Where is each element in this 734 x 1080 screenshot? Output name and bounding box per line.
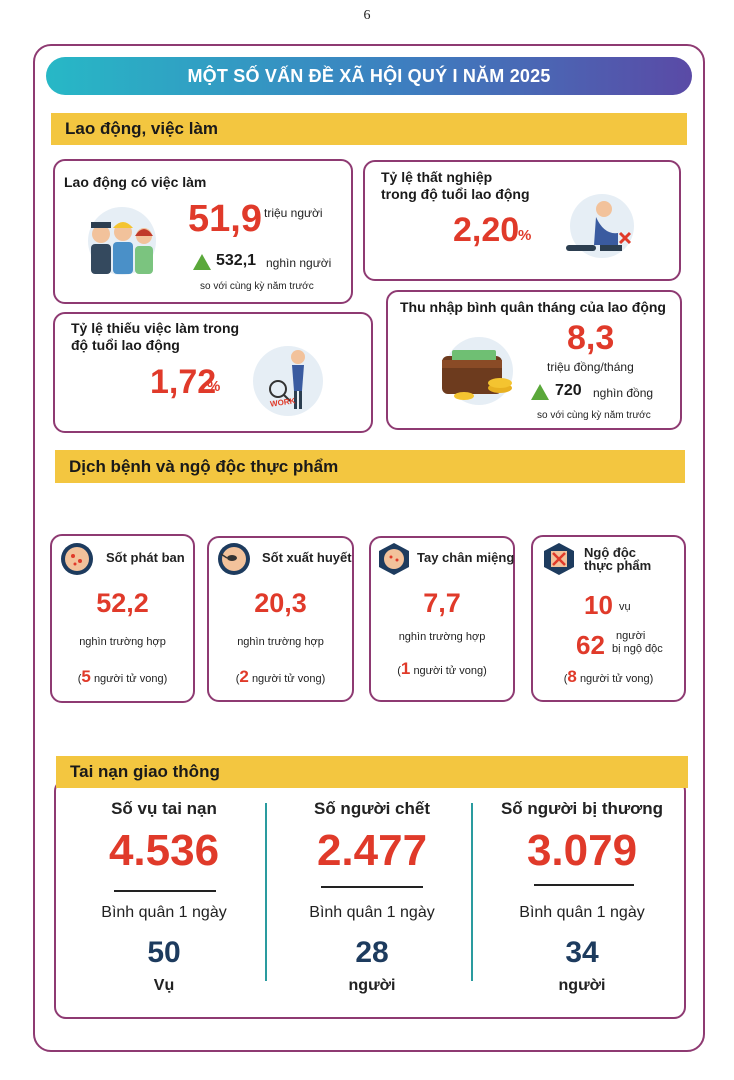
income-label: Thu nhập bình quân tháng của lao động [400,299,666,315]
traffic-value: 2.477 [316,826,428,875]
daily-value: 34 [565,936,599,969]
increase-arrow-icon [193,254,211,270]
labor-section-header: Lao động, việc làm [51,113,687,145]
food-people-unit-line1: người [616,630,646,642]
rash-fever-icon [61,543,93,575]
column-divider [471,803,473,981]
unemployment-label-line2: trong độ tuổi lao động [381,186,530,202]
daily-value: 28 [355,936,389,969]
infographic-title: MỘT SỐ VẤN ĐỀ XÃ HỘI QUÝ I NĂM 2025 [46,57,692,95]
page-number: 6 [363,8,371,23]
disease-label: Sốt xuất huyết [262,550,352,565]
traffic-label: Số vụ tai nạn [111,799,217,818]
disease-section-header: Dịch bệnh và ngộ độc thực phẩm [55,450,685,483]
food-deaths: (8 người tử vong) [563,667,654,686]
disease-value: 7,7 [423,588,461,618]
death-text: người tử vong [413,665,484,677]
income-unit: triệu đồng/tháng [547,360,634,374]
daily-unit: người [558,977,606,994]
daily-label: Bình quân 1 ngày [519,904,645,921]
disease-value: 20,3 [254,588,307,618]
disease-unit: nghìn trường hợp [237,636,324,648]
employed-change-value: 532,1 [216,252,257,269]
disease-deaths: (2 người tử vong) [235,667,326,686]
disease-value: 52,2 [96,588,149,618]
traffic-value: 3.079 [526,826,638,875]
death-text: người tử vong [579,673,650,685]
income-card [386,290,682,430]
underemployment-label-line1: Tỷ lệ thiếu việc làm trong [71,320,240,336]
job-search-icon [253,346,323,416]
underemployment-label-line2: độ tuổi lao động [71,337,180,353]
wallet-icon [442,337,513,405]
employed-label: Lao động có việc làm [64,174,207,190]
daily-unit: người [348,977,396,994]
traffic-label: Số người chết [313,799,430,818]
unemployment-value: 2,20 [453,211,520,249]
underemployment-value: 1,72 [150,363,217,401]
disease-unit: nghìn trường hợp [79,636,166,648]
hand-foot-mouth-icon [379,543,409,575]
column-divider [265,803,267,981]
traffic-card [54,779,686,1019]
unemployment-label-line1: Tỷ lệ thất nghiệp [381,169,493,185]
income-value: 8,3 [567,319,615,357]
death-text: người tử vong [93,673,164,685]
increase-arrow-icon [531,384,549,400]
unemployed-person-icon [566,194,634,258]
underemployment-unit: % [207,378,221,395]
food-people-value: 62 [576,630,605,660]
traffic-value: 4.536 [108,826,220,875]
disease-deaths: (5 người tử vong) [77,667,168,686]
underemployment-card [53,312,373,433]
employed-unit: triệu người [264,206,323,220]
death-text: người tử vong [251,673,322,685]
traffic-section-header: Tai nạn giao thông [56,756,688,788]
divider-line [321,886,423,888]
disease-unit: nghìn trường hợp [398,631,486,643]
unemployment-unit: % [518,227,532,244]
food-cases-unit: vụ [619,601,631,613]
daily-label: Bình quân 1 ngày [101,904,227,921]
employed-change-note: so với cùng kỳ năm trước [200,281,314,292]
daily-unit: Vụ [153,977,175,994]
divider-line [114,890,216,892]
daily-value: 50 [147,936,181,969]
income-change-value: 720 [555,382,582,399]
food-poisoning-icon [544,543,574,575]
food-poisoning-label-line2: thực phẩm [584,558,652,573]
food-cases-value: 10 [584,590,613,620]
disease-label: Sốt phát ban [106,550,185,565]
employed-change-unit: nghìn người [266,256,332,270]
employed-value: 51,9 [188,198,262,240]
daily-label: Bình quân 1 ngày [309,904,435,921]
death-count: 2 [239,667,249,686]
food-people-unit-line2: bị ngộ độc [612,643,663,655]
disease-label: Tay chân miệng [417,550,515,565]
infographic-frame [33,44,705,1052]
disease-deaths: (1 người tử vong) [397,659,487,678]
food-poisoning-label-line1: Ngộ độc [584,545,636,560]
income-change-unit: nghìn đồng [593,386,654,400]
death-count: 5 [81,667,91,686]
death-count: 1 [400,659,411,678]
traffic-label: Số người bị thương [500,799,664,818]
income-change-note: so với cùng kỳ năm trước [537,410,651,421]
workers-icon [88,207,156,275]
divider-line [534,884,634,886]
death-count: 8 [567,667,577,686]
mosquito-icon [218,543,250,575]
